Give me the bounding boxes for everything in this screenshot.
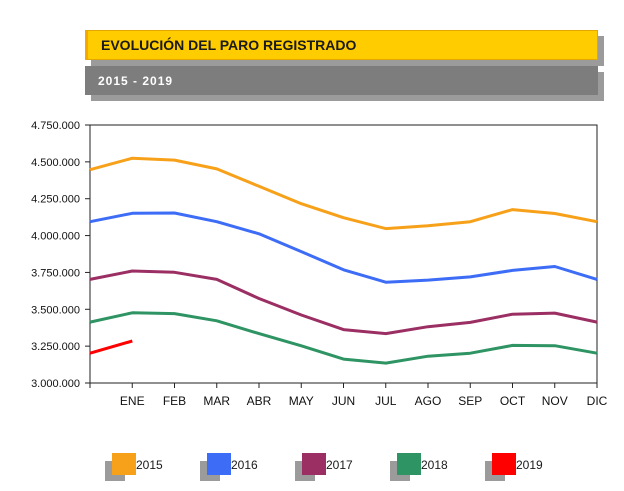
x-tick-label: MAY bbox=[289, 394, 314, 408]
x-tick-label: DIC bbox=[587, 394, 608, 408]
series-line-2019 bbox=[89, 339, 133, 355]
legend-label: 2016 bbox=[231, 458, 258, 472]
y-tick-label: 4.000.000 bbox=[31, 231, 80, 243]
legend-label: 2015 bbox=[136, 458, 163, 472]
series-lines bbox=[89, 156, 598, 365]
chart-title: EVOLUCIÓN DEL PARO REGISTRADO bbox=[85, 30, 598, 60]
legend-swatch bbox=[492, 453, 516, 475]
x-tick-label: OCT bbox=[500, 394, 526, 408]
x-tick-label: AGO bbox=[415, 394, 442, 408]
legend-swatch bbox=[397, 453, 421, 475]
series-line-2016 bbox=[89, 211, 598, 284]
legend-swatch bbox=[207, 453, 231, 475]
x-tick-label: ABR bbox=[247, 394, 272, 408]
y-tick-label: 4.500.000 bbox=[31, 157, 80, 169]
chart-legend: 2015 2016 2017 2018 2019 bbox=[105, 453, 592, 483]
x-tick-label: MAR bbox=[203, 394, 230, 408]
x-tick-label: JUL bbox=[375, 394, 397, 408]
series-line-2015 bbox=[89, 156, 598, 231]
x-tick-label: NOV bbox=[542, 394, 568, 408]
series-line-2018 bbox=[89, 311, 598, 365]
series-line-2017 bbox=[89, 269, 598, 336]
y-tick-label: 3.250.000 bbox=[31, 341, 80, 353]
x-tick-label: SEP bbox=[458, 394, 482, 408]
y-axis-ticks: 3.000.000 3.250.000 3.500.000 3.750.000 4.00… bbox=[31, 120, 90, 390]
y-tick-label: 3.500.000 bbox=[31, 304, 80, 316]
title-banner: EVOLUCIÓN DEL PARO REGISTRADO bbox=[85, 30, 604, 66]
y-tick-label: 4.250.000 bbox=[31, 194, 80, 206]
legend-swatch bbox=[302, 453, 326, 475]
y-tick-label: 3.750.000 bbox=[31, 267, 80, 279]
legend-label: 2019 bbox=[516, 458, 543, 472]
legend-swatch bbox=[112, 453, 136, 475]
x-axis-ticks: ENE FEB MAR ABR MAY JUN JUL AGO SEP OCT NOV DIC bbox=[89, 383, 608, 408]
y-tick-label: 4.750.000 bbox=[31, 120, 80, 132]
x-tick-label: JUN bbox=[332, 394, 355, 408]
x-tick-label: FEB bbox=[163, 394, 186, 408]
chart-subtitle: 2015 - 2019 bbox=[85, 66, 598, 95]
legend-label: 2018 bbox=[421, 458, 448, 472]
legend-label: 2017 bbox=[326, 458, 353, 472]
y-tick-label: 3.000.000 bbox=[31, 378, 80, 390]
x-tick-label: ENE bbox=[120, 394, 145, 408]
subtitle-banner: 2015 - 2019 bbox=[85, 66, 604, 101]
